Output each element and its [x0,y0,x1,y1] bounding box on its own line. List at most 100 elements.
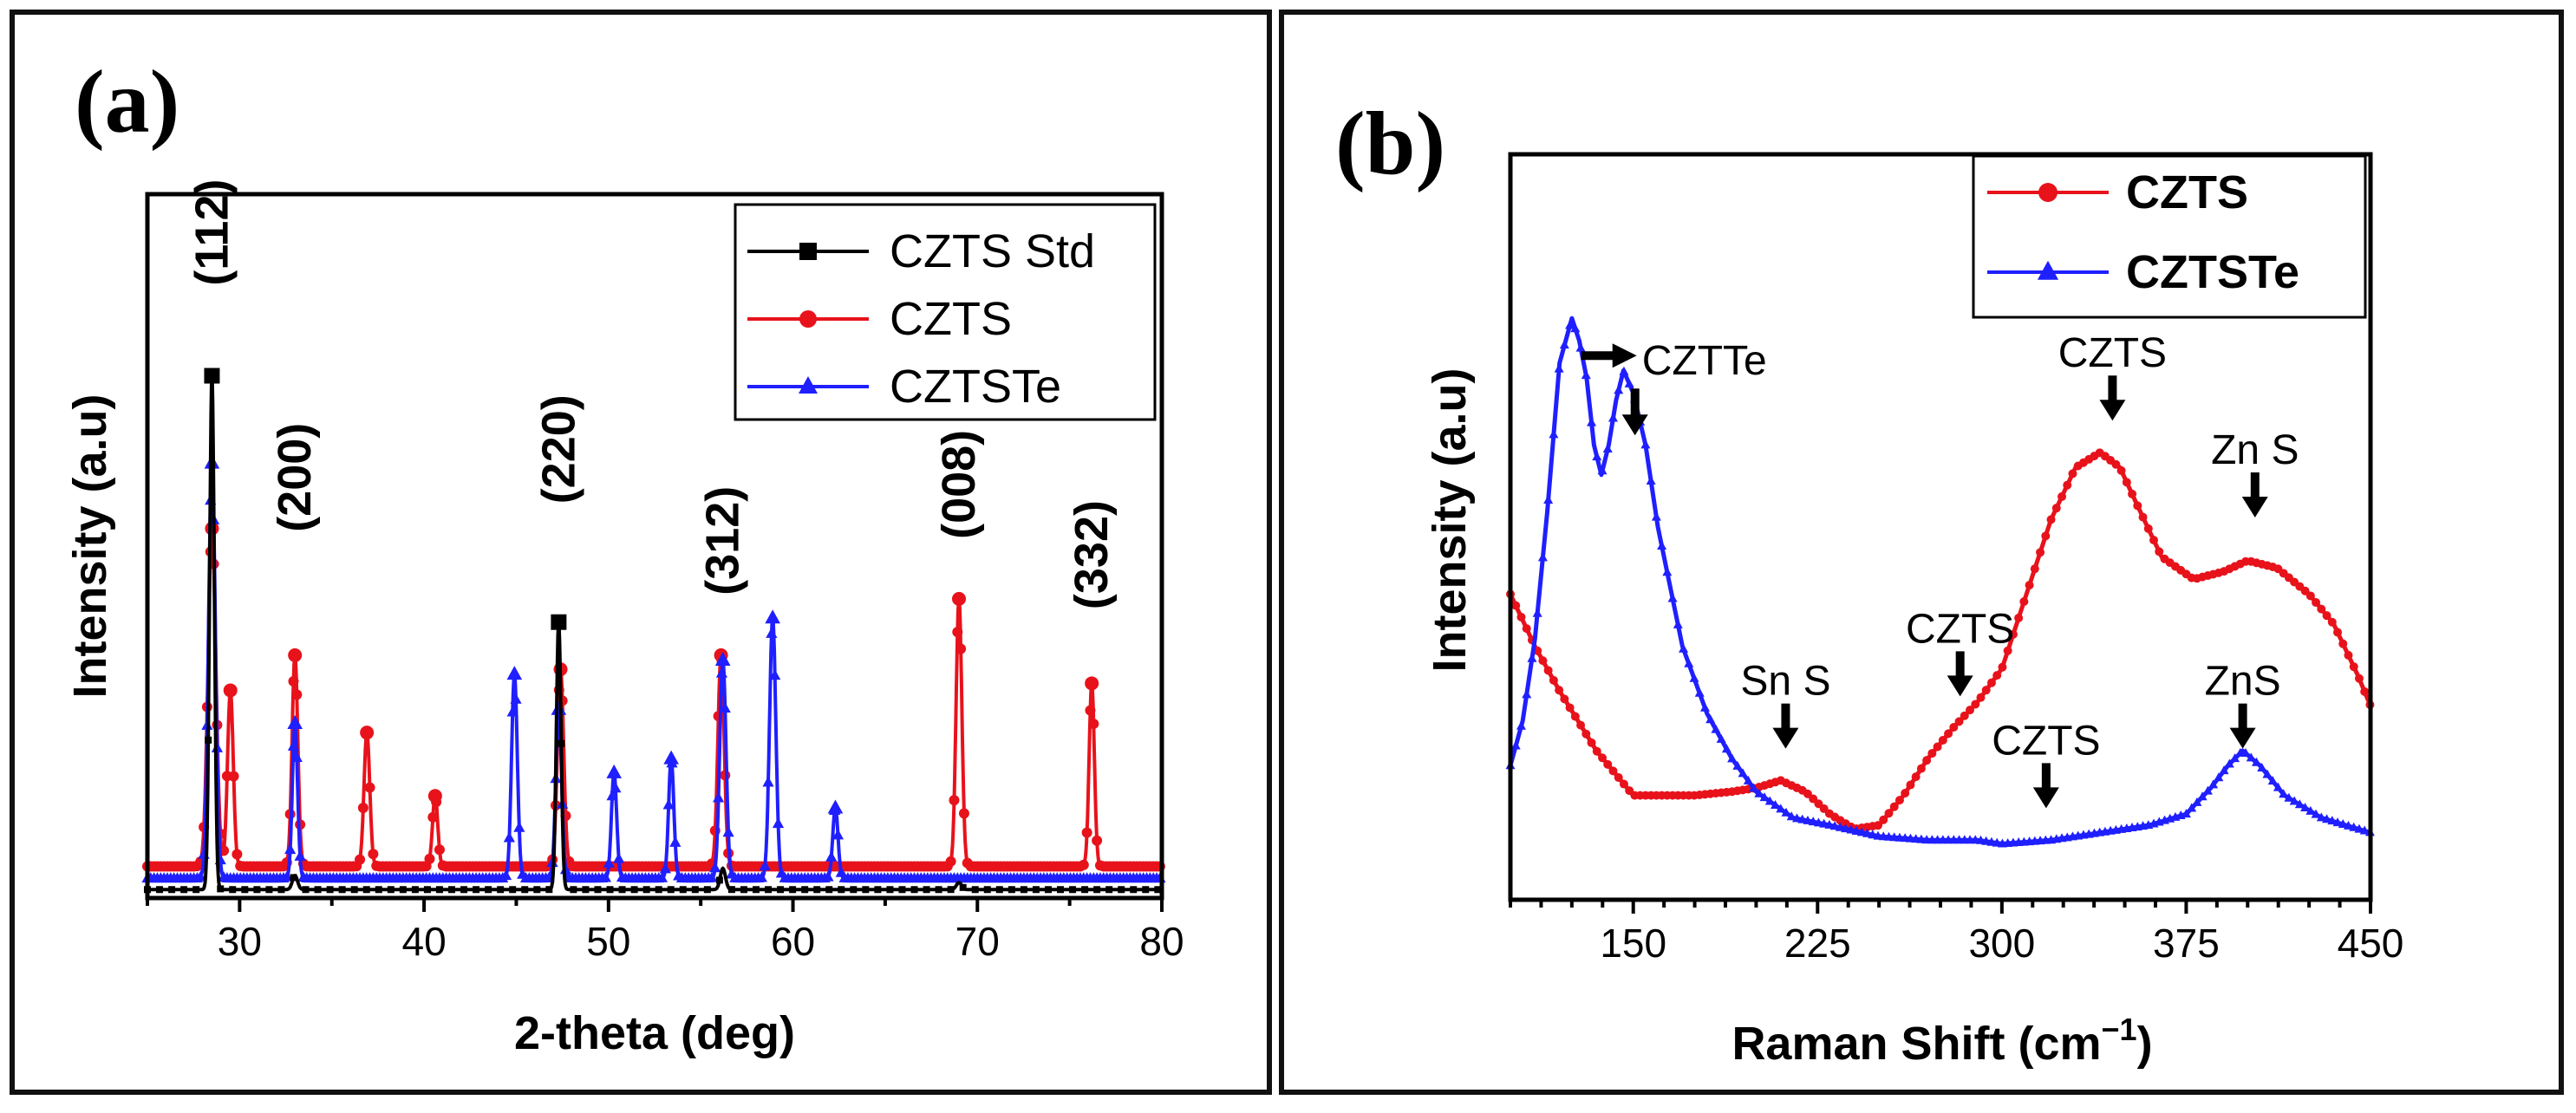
data-point [435,886,443,894]
data-point [2138,512,2148,522]
data-point [1602,443,1613,452]
data-point [290,874,297,882]
data-point [1679,643,1689,653]
data-point [232,849,243,860]
data-point [1738,768,1748,778]
data-point [753,886,760,894]
peak-annotation: (008) [933,430,985,539]
data-point [290,751,303,762]
peak-marker [427,789,442,804]
data-point [503,831,515,843]
data-point [995,886,1003,894]
data-point [2240,747,2251,757]
data-point [2273,782,2283,791]
data-point [862,886,870,894]
legend-label: CZTSTe [890,361,1061,413]
data-point [935,886,942,894]
panel-a-y-axis-title: Intensity (a.u) [64,394,116,698]
data-point [777,886,785,894]
data-point [1565,703,1575,713]
data-point [1835,822,1845,831]
data-point [1575,342,1586,352]
data-point [2267,776,2278,785]
data-point [1868,830,1878,839]
data-point [2300,803,2311,812]
data-point [2333,628,2343,637]
data-point [1581,729,1591,739]
legend-item-czts: CZTS [1987,166,2248,218]
data-point [1743,775,1753,784]
data-point [291,689,303,700]
data-point [1776,804,1786,813]
data-point [1608,413,1618,422]
data-point [1759,792,1770,802]
data-point [1727,753,1738,763]
data-point [659,862,671,874]
raman-annotation: Sn S [1740,659,1830,749]
data-point [1862,828,1873,837]
data-point [2279,789,2289,798]
x-tick-label: 40 [402,919,447,964]
panel-a-annotations: (112) (200) (220) (312) (008) (332) [186,179,1118,610]
data-point [241,886,249,894]
peak-annotation: (112) [186,179,238,286]
peak-marker [360,726,375,740]
data-point [1581,370,1591,380]
data-point [2003,646,2012,655]
data-point [1078,859,1089,870]
peak-marker [1085,676,1099,691]
data-point [265,886,273,894]
data-point [1044,886,1052,894]
annotation-label: CZTS [1992,718,2100,764]
data-point [1684,658,1694,667]
legend-marker [799,243,817,260]
data-point [1705,714,1716,724]
annotation-label: ZnS [2205,659,2281,705]
data-point [2224,758,2234,768]
data-point [1689,673,1699,682]
data-point [2197,791,2208,801]
data-point [1069,886,1077,894]
data-point [1522,689,1532,699]
panel-b-x-axis-title-main: Raman Shift (cm [1731,1018,2101,1070]
data-point [959,883,967,891]
data-point [1511,601,1521,610]
data-point [825,886,833,894]
data-point [1118,886,1125,894]
x-tick-label: 60 [771,919,815,964]
data-point [1949,722,1959,732]
data-point [1824,819,1835,829]
data-point [1846,824,1856,834]
data-point [1522,624,1531,634]
data-point [506,706,518,717]
annotation-arrowhead [2241,497,2268,517]
peak-marker [551,614,567,630]
data-point [1981,686,1991,695]
panel-b-x-axis-title: Raman Shift (cm−1) [1731,1012,2152,1070]
data-point [2214,772,2224,782]
data-point [2063,480,2072,490]
data-point [314,886,322,894]
panel-a-ticks: 30 40 50 60 70 80 [146,898,1184,964]
legend-marker [2037,260,2059,280]
data-point [368,849,379,860]
data-point [1555,686,1564,695]
data-point [364,782,375,793]
legend-marker [799,376,818,394]
data-point [545,886,553,894]
data-point [1749,783,1759,792]
data-point [288,676,299,687]
data-point [1576,720,1586,730]
data-point [350,886,358,894]
data-point [2327,617,2337,627]
data-point [217,885,225,893]
data-point [2257,762,2267,771]
panel-b-annotations: CZTTe CZTS Zn S Sn S CZTS CZTS ZnS [1581,330,2299,809]
data-point [1895,796,1904,805]
data-point [1640,439,1651,449]
data-point [1944,729,1953,739]
legend-label: CZTS [890,293,1012,345]
data-point [1791,813,1802,823]
data-point [411,886,419,894]
data-point [813,886,821,894]
